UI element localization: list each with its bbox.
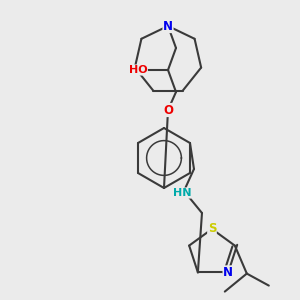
Text: S: S bbox=[208, 223, 216, 236]
Text: HN: HN bbox=[173, 188, 191, 198]
Text: N: N bbox=[223, 266, 233, 279]
Text: HO: HO bbox=[129, 65, 147, 75]
Text: O: O bbox=[163, 103, 173, 116]
Text: N: N bbox=[163, 20, 173, 32]
